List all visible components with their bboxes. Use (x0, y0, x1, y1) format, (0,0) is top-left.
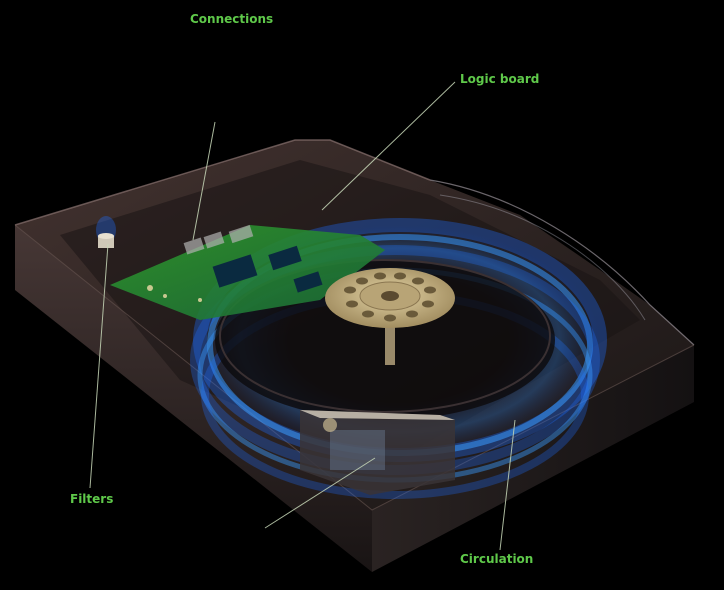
leader-filters (89, 243, 109, 489)
leader-lines (89, 81, 516, 551)
breather-filter (96, 216, 116, 248)
label-logic-board: Logic board (460, 72, 540, 86)
label-filters: Filters (70, 492, 114, 506)
leader-circulation (499, 419, 516, 551)
leader-connections (192, 121, 216, 241)
leader-head (264, 457, 376, 529)
logic-board (110, 224, 385, 320)
label-connections: Connections (190, 12, 274, 26)
spindle-hub (325, 268, 455, 365)
leader-logic-board (321, 81, 456, 211)
filter-block (300, 410, 455, 495)
label-circulation: Circulation (460, 552, 534, 566)
